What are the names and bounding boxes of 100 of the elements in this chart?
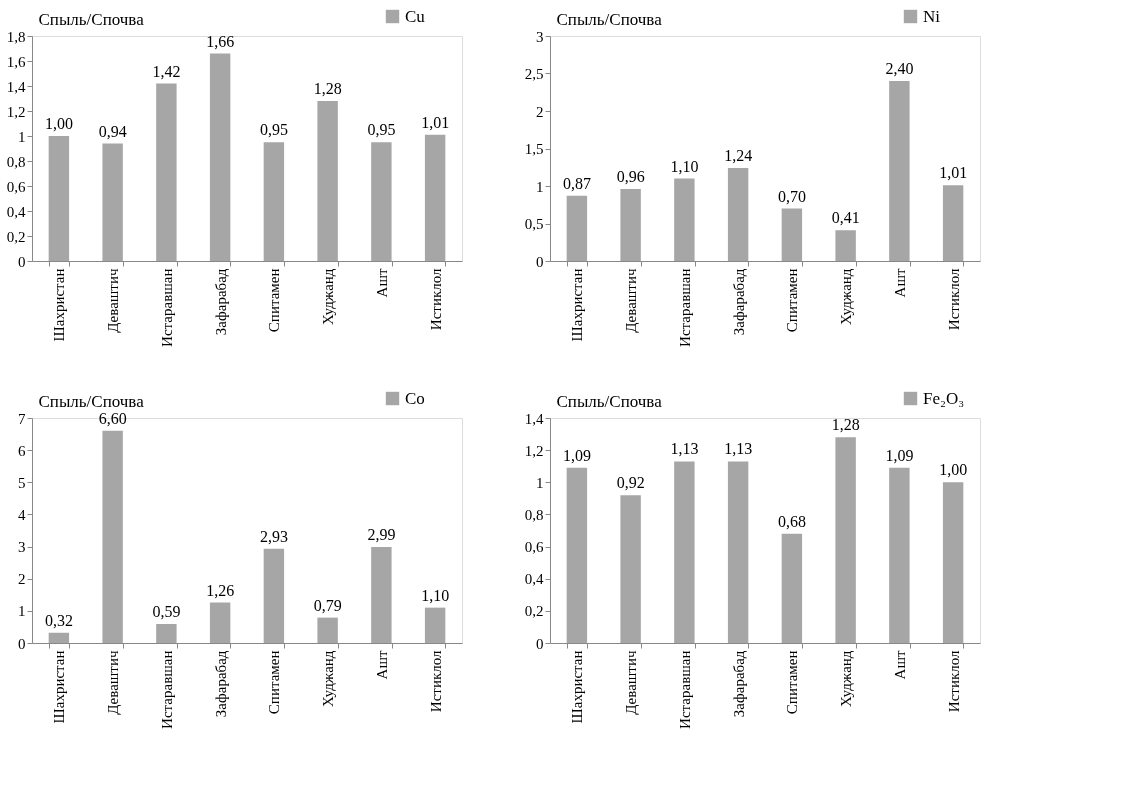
x-tick-label: Шахристан	[569, 650, 586, 724]
y-tick-label: 2	[18, 571, 26, 588]
bar	[942, 185, 964, 261]
bar	[566, 195, 588, 261]
bar	[371, 546, 392, 643]
x-tick-label: Деваштич	[623, 268, 640, 333]
data-label: 0,79	[313, 596, 342, 614]
bar	[371, 142, 392, 261]
data-label: 0,32	[44, 611, 73, 629]
bar	[727, 168, 749, 261]
y-tick-label: 0,4	[6, 203, 26, 220]
bar	[835, 230, 856, 261]
data-label: 1,01	[421, 113, 450, 131]
y-tick-label: 0,6	[6, 178, 26, 195]
y-tick-label: 6	[18, 442, 26, 459]
bar	[102, 143, 123, 261]
data-label: 0,94	[98, 122, 127, 140]
y-tick-label: 0,8	[6, 153, 26, 170]
x-tick-label: Зафарабад	[212, 268, 229, 336]
x-tick-label: Истаравшан	[158, 268, 175, 347]
data-label: 1,09	[885, 446, 914, 464]
y-tick-label: 1,6	[6, 53, 26, 70]
bar	[889, 467, 910, 643]
x-tick-label: Шахристан	[51, 268, 68, 342]
data-label: 1,24	[724, 147, 753, 164]
x-tick-label: Деваштич	[623, 650, 640, 715]
x-tick-label: Истаравшан	[676, 268, 693, 347]
x-tick-label: Худжанд	[838, 268, 855, 325]
x-tick-label: Ашт	[373, 650, 390, 680]
data-label: 1,10	[670, 157, 699, 175]
data-label: 2,40	[885, 60, 914, 77]
y-axis-title: Cпыль/Cпочва	[38, 9, 145, 29]
y-tick-label: 0	[18, 635, 26, 652]
data-label: 0,87	[562, 174, 591, 192]
y-tick-label: 1,2	[524, 442, 544, 459]
x-tick-label: Истаравшан	[676, 650, 693, 729]
legend-label: Fe₂O₃	[923, 388, 965, 408]
bar	[156, 624, 177, 643]
y-tick-label: 0	[536, 253, 544, 270]
bar	[674, 461, 695, 643]
data-label: 1,13	[670, 440, 699, 458]
bar	[889, 81, 910, 261]
bar	[566, 467, 588, 643]
data-label: 1,28	[831, 416, 860, 434]
x-tick-label: Ашт	[373, 268, 390, 298]
data-label: 1,09	[562, 446, 591, 464]
data-label: 0,68	[777, 512, 806, 530]
y-tick-label: 1,4	[524, 410, 544, 427]
x-tick-label: Худжанд	[320, 650, 337, 707]
x-tick-label: Спитамен	[784, 268, 801, 333]
data-label: 2,99	[367, 525, 396, 543]
y-axis-title: Cпыль/Cпочва	[556, 391, 663, 411]
y-tick-label: 0,5	[524, 216, 544, 232]
data-label: 1,66	[206, 32, 235, 50]
x-tick-label: Спитамен	[266, 268, 283, 333]
data-label: 0,41	[831, 209, 860, 227]
bar	[620, 495, 641, 643]
bar	[209, 602, 231, 643]
legend-label: Cu	[405, 6, 426, 26]
x-tick-label: Зафарабад	[730, 650, 747, 718]
data-label: 0,95	[367, 121, 396, 139]
data-label: 0,95	[259, 121, 288, 139]
bar	[620, 189, 641, 261]
bar	[424, 134, 446, 261]
data-label: 0,96	[616, 168, 645, 185]
bar	[835, 437, 856, 643]
x-tick-label: Худжанд	[320, 268, 337, 325]
data-label: 1,10	[421, 586, 450, 604]
x-tick-label: Деваштич	[105, 650, 122, 715]
bar	[942, 482, 964, 643]
bar	[263, 142, 285, 261]
legend-label: Co	[405, 388, 425, 408]
x-tick-label: Спитамен	[784, 650, 801, 715]
y-axis-title: Cпыль/Cпочва	[38, 391, 145, 411]
data-label: 1,13	[724, 440, 753, 458]
y-tick-label: 7	[18, 410, 26, 427]
y-tick-label: 0,2	[524, 603, 544, 620]
y-tick-label: 0,2	[6, 228, 26, 245]
x-tick-label: Зафарабад	[212, 650, 229, 718]
bar	[102, 430, 123, 643]
data-label: 0,70	[777, 187, 806, 205]
y-tick-label: 1,5	[524, 141, 544, 157]
x-tick-label: Ашт	[891, 268, 908, 298]
y-tick-label: 2	[536, 103, 544, 120]
bar	[781, 533, 803, 643]
bar	[317, 101, 338, 261]
y-tick-label: 3	[18, 539, 26, 556]
data-label: 1,28	[313, 80, 342, 97]
x-tick-label: Зафарабад	[730, 268, 747, 336]
y-tick-label: 0	[18, 253, 26, 270]
x-tick-label: Ашт	[891, 650, 908, 680]
bar	[48, 136, 70, 261]
y-tick-label: 1,4	[6, 78, 26, 95]
y-tick-label: 1,2	[6, 103, 26, 120]
data-label: 2,93	[259, 527, 288, 545]
y-tick-label: 2,5	[524, 66, 544, 82]
y-tick-label: 3	[536, 28, 544, 45]
y-tick-label: 4	[18, 506, 26, 523]
y-tick-label: 1	[536, 178, 544, 195]
data-label: 0,59	[152, 603, 181, 621]
